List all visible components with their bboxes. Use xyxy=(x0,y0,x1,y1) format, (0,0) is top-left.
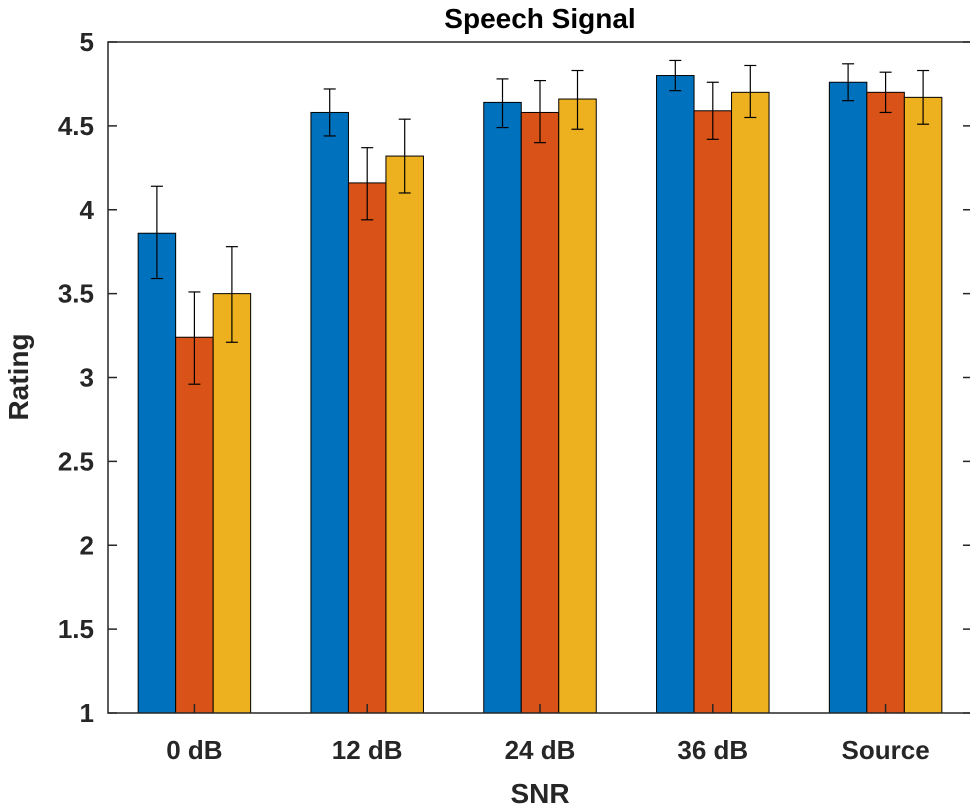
bar-3-1 xyxy=(385,155,424,714)
bars-layer xyxy=(137,75,943,714)
bar-2-0 xyxy=(175,336,214,714)
bar-1-3 xyxy=(656,75,695,714)
bar-1-1 xyxy=(310,111,349,714)
bar-3-4 xyxy=(903,96,943,714)
x-axis-ticks: 0 dB 12 dB 24 dB 36 dB Source xyxy=(166,704,930,765)
x-tick-label: 12 dB xyxy=(332,735,403,765)
bar-2-1 xyxy=(347,182,387,714)
error-bars-layer xyxy=(150,59,930,385)
bar-2-2 xyxy=(520,111,560,714)
y-tick-label: 2 xyxy=(80,530,94,560)
bar-1-4 xyxy=(828,81,868,714)
x-tick-label: 36 dB xyxy=(677,735,748,765)
bar-3-2 xyxy=(558,98,597,714)
chart-title: Speech Signal xyxy=(444,3,635,34)
y-tick-label: 1.5 xyxy=(58,614,94,644)
x-tick-label: Source xyxy=(842,735,930,765)
y-tick-label: 4 xyxy=(80,195,95,225)
bar-1-0 xyxy=(137,232,177,714)
bar-3-0 xyxy=(212,293,252,714)
y-axis-title: Rating xyxy=(3,333,34,420)
x-tick-label: 24 dB xyxy=(505,735,576,765)
y-tick-label: 2.5 xyxy=(58,446,94,476)
bar-2-3 xyxy=(693,110,733,714)
y-tick-label: 1 xyxy=(80,698,94,728)
x-axis-title: SNR xyxy=(510,778,569,808)
y-tick-label: 3.5 xyxy=(58,279,94,309)
x-tick-label: 0 dB xyxy=(166,735,222,765)
y-tick-label: 4.5 xyxy=(58,111,94,141)
y-tick-label: 5 xyxy=(80,27,94,57)
y-axis-ticks: 1 1.5 2 2.5 3 3.5 4 4.5 5 xyxy=(58,27,970,728)
bar-3-3 xyxy=(731,91,770,714)
y-tick-label: 3 xyxy=(80,363,94,393)
bar-1-2 xyxy=(483,101,522,714)
bar-2-4 xyxy=(866,91,905,714)
